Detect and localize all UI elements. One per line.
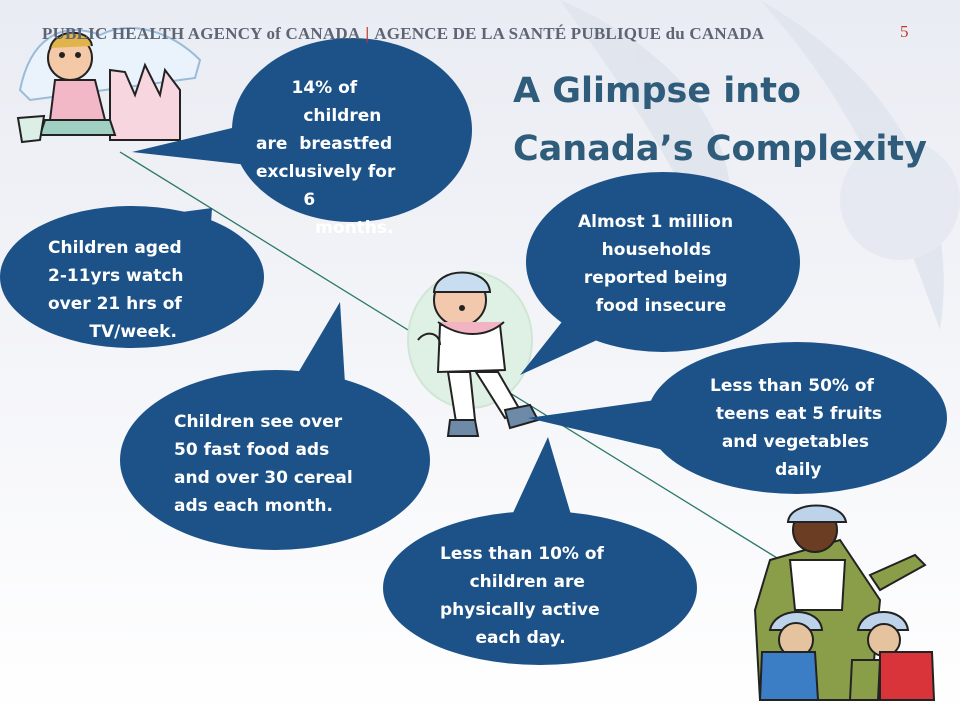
fact-food-insecure: Almost 1 million households reported bei… xyxy=(578,212,734,316)
agency-header: PUBLIC HEALTH AGENCY of CANADA | AGENCE DE… xyxy=(42,24,764,44)
slide-title-line1: A Glimpse into xyxy=(513,71,801,111)
fact-ads: Children see over 50 fast food ads and o… xyxy=(174,412,353,516)
speech-bubble-food-insecure xyxy=(520,172,800,375)
fact-breastfed: 14% of children are breastfed exclusivel… xyxy=(256,78,396,238)
speech-bubble-active xyxy=(383,437,697,665)
speech-bubble-tv xyxy=(0,206,264,348)
fact-tv: Children aged 2-11yrs watch over 21 hrs … xyxy=(48,238,184,342)
slide-title-line2: Canada’s Complexity xyxy=(513,129,927,169)
header-separator: | xyxy=(365,24,370,43)
sandcastle-child-icon xyxy=(16,27,202,144)
adult-with-children-icon xyxy=(753,504,936,701)
agency-name-fr: AGENCE DE LA SANTÉ PUBLIQUE du CANADA xyxy=(374,24,765,43)
fact-fruits: Less than 50% of teens eat 5 fruits and … xyxy=(710,376,882,480)
rollerblading-child-icon xyxy=(407,271,540,437)
agency-name-en: PUBLIC HEALTH AGENCY of CANADA xyxy=(42,24,361,43)
speech-bubble-fruits xyxy=(528,342,947,494)
speech-bubble-breastfed xyxy=(132,38,472,222)
speech-bubbles xyxy=(0,38,947,665)
fact-active: Less than 10% of children are physically… xyxy=(440,544,604,648)
slide-title: A Glimpse into Canada’s Complexity xyxy=(513,62,927,178)
speech-bubble-ads xyxy=(120,302,430,550)
page-number: 5 xyxy=(900,22,909,41)
